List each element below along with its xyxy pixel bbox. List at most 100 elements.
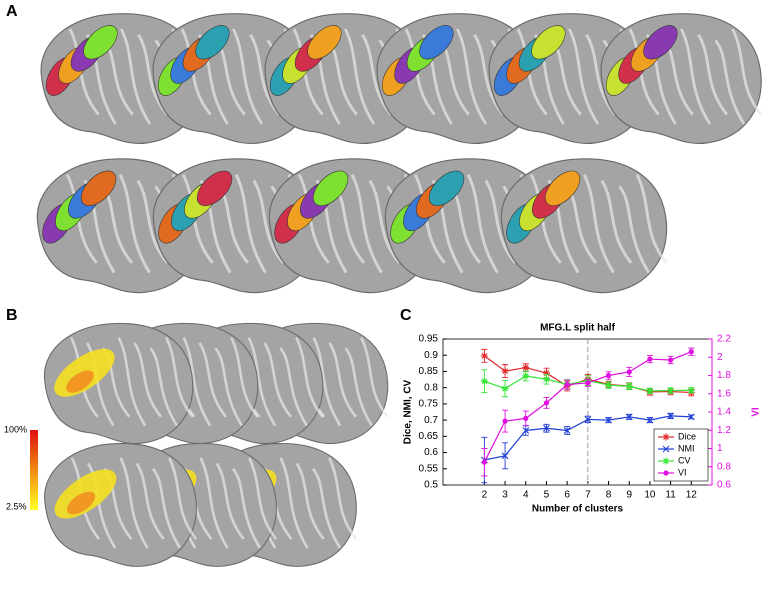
sulcus [295, 462, 325, 540]
sulcus [618, 185, 651, 274]
marker [667, 412, 675, 420]
sulcus [344, 28, 376, 125]
parcel [307, 25, 342, 60]
marker [501, 452, 509, 460]
marker [626, 369, 632, 375]
probability-map [66, 370, 94, 393]
marker [480, 377, 488, 385]
marker [647, 356, 653, 362]
brain-outline [43, 322, 194, 445]
y-tick-label: 0.75 [419, 399, 439, 410]
marker [605, 416, 612, 424]
marker [522, 364, 530, 372]
sulcus [327, 457, 358, 540]
marker [522, 372, 530, 380]
brain [43, 322, 194, 445]
marker [605, 372, 612, 379]
sulcus [295, 337, 324, 418]
sulcus [249, 33, 280, 116]
sulcus [149, 347, 178, 427]
sulcus [731, 28, 763, 116]
y2-tick-label: 2 [717, 352, 723, 363]
sulcus [328, 342, 357, 418]
y2-tick-label: 0.6 [717, 480, 731, 491]
x-tick-label: 6 [564, 490, 570, 501]
marker [662, 457, 670, 465]
marker [585, 380, 591, 386]
sulcus [473, 33, 504, 116]
parcel [312, 170, 349, 206]
legend-label: NMI [678, 443, 695, 453]
marker [522, 427, 530, 434]
sulcus [133, 342, 162, 418]
sulcus [198, 342, 227, 418]
sulcus [680, 28, 712, 125]
brain-outline [44, 443, 197, 567]
y-tick-label: 0.6 [424, 447, 438, 458]
x-tick-label: 8 [606, 490, 612, 501]
sulcus [361, 33, 392, 116]
parcel [196, 170, 233, 206]
marker [564, 382, 570, 388]
sulcus [167, 457, 198, 540]
sulcus [456, 28, 488, 125]
x-tick-label: 3 [502, 490, 508, 501]
sulcus [279, 347, 308, 427]
panel-label: B [6, 307, 18, 324]
marker [502, 418, 508, 424]
parcel [428, 170, 465, 206]
sulcus [247, 337, 277, 427]
sulcus [232, 28, 264, 125]
sulcus [230, 337, 259, 418]
sulcus [568, 28, 600, 125]
marker [667, 387, 675, 395]
marker [662, 433, 670, 441]
y2-tick-label: 1.4 [717, 407, 731, 418]
sulcus [136, 179, 169, 264]
sulcus [600, 179, 633, 264]
marker [501, 367, 509, 375]
y-tick-label: 0.7 [424, 415, 438, 426]
parcel [643, 25, 678, 60]
sulcus [484, 179, 517, 264]
x-tick-label: 9 [626, 490, 632, 501]
x-tick-label: 11 [665, 490, 676, 501]
sulcus [585, 33, 616, 116]
sulcus [697, 33, 728, 116]
y2-tick-label: 0.8 [717, 461, 731, 472]
marker [542, 375, 550, 383]
marker [687, 413, 695, 421]
marker [501, 385, 509, 393]
chart: MFG.L split half0.50.550.60.650.70.750.8… [403, 323, 762, 515]
sulcus [263, 342, 292, 418]
sulcus [151, 467, 182, 549]
marker [687, 386, 695, 394]
sulcus [117, 337, 147, 427]
sulcus [234, 173, 267, 274]
legend-label: CV [678, 455, 691, 465]
y-tick-label: 0.95 [419, 334, 439, 345]
brain [500, 158, 668, 294]
sulcus [214, 347, 243, 427]
x-tick-label: 7 [585, 490, 591, 501]
x-tick-label: 4 [523, 490, 529, 501]
sulcus [215, 462, 245, 540]
y2-tick-label: 1.2 [717, 425, 731, 436]
sulcus [582, 173, 615, 274]
parcel [531, 25, 566, 60]
sulcus [466, 173, 499, 274]
colorbar [30, 430, 38, 510]
x-tick-label: 5 [544, 490, 550, 501]
sulcus [137, 33, 168, 116]
marker [668, 357, 674, 363]
marker [646, 416, 654, 424]
y-axis-label: Dice, NMI, CV [403, 379, 414, 444]
brain-images [36, 13, 763, 567]
legend-box [653, 428, 709, 482]
brain [44, 443, 198, 567]
y2-axis-label: VI [751, 407, 762, 417]
sulcus [350, 173, 383, 274]
parcel [195, 25, 230, 60]
sulcus [199, 457, 229, 549]
sulcus [165, 337, 194, 418]
